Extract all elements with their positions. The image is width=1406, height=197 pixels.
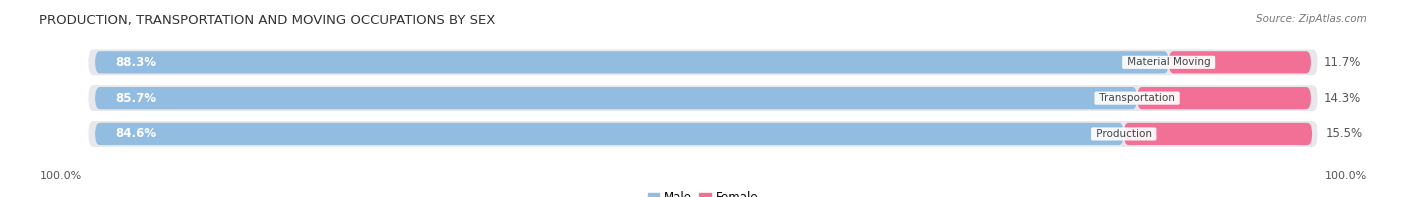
Text: Material Moving: Material Moving: [1123, 57, 1213, 67]
Text: 84.6%: 84.6%: [115, 127, 156, 140]
FancyBboxPatch shape: [1123, 123, 1312, 145]
FancyBboxPatch shape: [89, 85, 1317, 111]
Text: 100.0%: 100.0%: [39, 171, 82, 181]
Text: 85.7%: 85.7%: [115, 92, 156, 105]
FancyBboxPatch shape: [1168, 51, 1310, 73]
Text: Source: ZipAtlas.com: Source: ZipAtlas.com: [1256, 14, 1367, 24]
Text: 100.0%: 100.0%: [1324, 171, 1367, 181]
Legend: Male, Female: Male, Female: [643, 187, 763, 197]
Text: 11.7%: 11.7%: [1324, 56, 1361, 69]
FancyBboxPatch shape: [96, 51, 1168, 73]
Text: 15.5%: 15.5%: [1326, 127, 1362, 140]
Text: 88.3%: 88.3%: [115, 56, 156, 69]
FancyBboxPatch shape: [96, 87, 1137, 109]
Text: 14.3%: 14.3%: [1324, 92, 1361, 105]
Text: PRODUCTION, TRANSPORTATION AND MOVING OCCUPATIONS BY SEX: PRODUCTION, TRANSPORTATION AND MOVING OC…: [39, 14, 496, 27]
FancyBboxPatch shape: [89, 121, 1317, 147]
FancyBboxPatch shape: [96, 123, 1123, 145]
Text: Production: Production: [1092, 129, 1154, 139]
FancyBboxPatch shape: [1137, 87, 1310, 109]
FancyBboxPatch shape: [89, 49, 1317, 75]
Text: Transportation: Transportation: [1097, 93, 1178, 103]
